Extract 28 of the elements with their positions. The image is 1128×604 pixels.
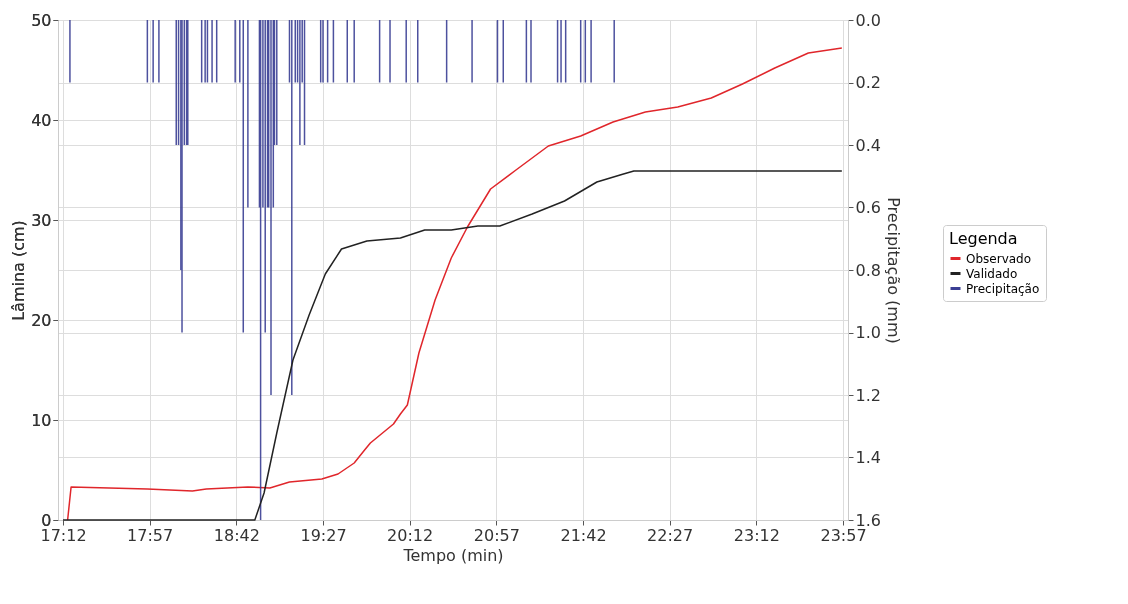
y-axis-title: Lâmina (cm) [9, 220, 29, 321]
y2-tick-label: 1.0 [855, 323, 881, 342]
x-tick-label: 22:27 [647, 525, 694, 545]
y-tick-label: 30 [31, 210, 52, 230]
legend-label: Precipitação [966, 281, 1040, 296]
y2-tick-label: 1.2 [855, 385, 881, 405]
x-tick-label: 21:42 [560, 525, 607, 545]
y2-tick-label: 0.6 [855, 198, 881, 217]
y2-tick-label: 0.2 [855, 73, 881, 92]
x-tick-label: 20:57 [473, 525, 520, 545]
x-tick-label: 18:42 [213, 525, 260, 545]
y2-tick-label: 0.8 [855, 260, 881, 280]
x-tick-label: 20:12 [387, 525, 434, 545]
y-tick-label: 50 [31, 10, 52, 30]
y-tick-label: 40 [31, 110, 52, 130]
y-tick-label: 20 [31, 310, 52, 330]
y2-tick-label: 0.0 [855, 10, 881, 30]
legend-title: Legenda [949, 229, 1018, 248]
legend-label: Observado [966, 251, 1032, 266]
y2-tick-label: 1.4 [855, 448, 881, 467]
x-tick-label: 23:12 [733, 525, 780, 545]
y2-axis-title: Precipitação (mm) [883, 197, 903, 344]
legend-label: Validado [966, 266, 1018, 281]
x-tick-label: 19:27 [300, 525, 347, 545]
x-axis-title: Tempo (min) [402, 545, 504, 565]
y-tick-label: 10 [31, 410, 52, 430]
y2-tick-label: 0.4 [855, 135, 881, 155]
x-tick-label: 17:57 [127, 525, 174, 545]
